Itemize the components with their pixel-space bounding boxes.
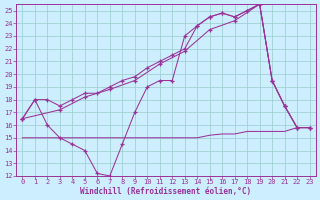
X-axis label: Windchill (Refroidissement éolien,°C): Windchill (Refroidissement éolien,°C) <box>80 187 252 196</box>
